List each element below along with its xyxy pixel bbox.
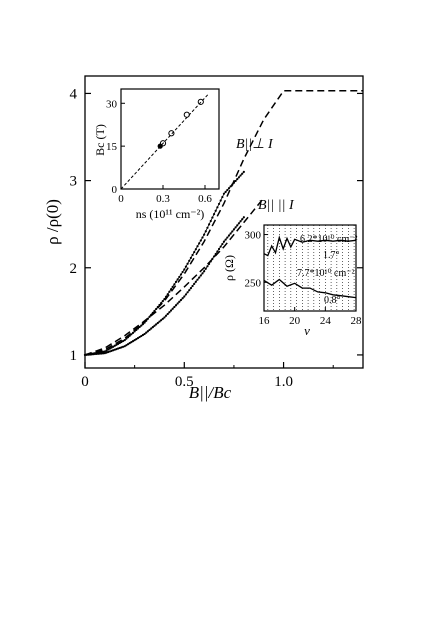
- x-tick-label: 1.0: [274, 374, 293, 390]
- inset-rho-y-label: ρ (Ω): [222, 255, 236, 281]
- lower-angle-label: 0.8°: [324, 295, 341, 306]
- x-tick-label: 20: [289, 315, 301, 327]
- series-line: [263, 235, 357, 257]
- data-point-open: [168, 130, 175, 137]
- lower-density-label: 7.7*10¹⁰ cm⁻²: [297, 268, 355, 279]
- series-line: [84, 90, 363, 356]
- y-tick-label: 15: [106, 141, 118, 153]
- y-tick-label: 250: [245, 277, 262, 289]
- fit-line: [120, 94, 209, 190]
- y-tick-label: 30: [106, 98, 118, 110]
- upper-angle-label: 1.7°: [323, 250, 340, 261]
- x-tick-label: 0: [81, 374, 89, 390]
- x-tick-label: 16: [259, 315, 271, 327]
- inset-bc-frame: [120, 88, 220, 190]
- x-tick-label: 28: [351, 315, 363, 327]
- x-tick-label: 0.6: [198, 193, 212, 205]
- perp-label: B||⊥ I: [236, 137, 274, 152]
- x-tick-label: 0.3: [156, 193, 170, 205]
- series-line: [84, 216, 245, 356]
- main-series: [83, 90, 363, 357]
- series-line: [84, 197, 265, 356]
- x-tick-label: 0: [118, 193, 124, 205]
- data-point-open: [183, 111, 190, 118]
- x-tick-label: 24: [320, 315, 332, 327]
- inset-rho-x-label: ν: [304, 323, 310, 338]
- main-y-axis-label: ρ /ρ(0): [43, 199, 62, 245]
- inset-bc-y-label: Bc (T): [93, 124, 107, 156]
- inset-rho-content: 16 20 24 28 250 300: [245, 225, 363, 327]
- series-line: [84, 171, 245, 356]
- y-tick-label: 300: [245, 230, 262, 242]
- y-tick-label: 4: [70, 86, 78, 102]
- y-tick-label: 1: [70, 348, 78, 364]
- y-tick-label: 0: [112, 184, 118, 196]
- main-x-axis-label: B||/Bc: [189, 383, 232, 402]
- y-tick-label: 2: [70, 261, 78, 277]
- series-line: [263, 278, 357, 299]
- upper-density-label: 6.2*10¹⁰ cm⁻²: [300, 234, 358, 245]
- y-tick-label: 3: [70, 174, 78, 190]
- inset-bc-content: 0 0.3 0.6 0 15 30: [106, 94, 212, 205]
- x-tick-label: 0.5: [175, 374, 194, 390]
- par-label: B|| || I: [258, 198, 295, 213]
- inset-bc-x-label: ns (10¹¹ cm⁻²): [136, 207, 204, 221]
- main-plot-frame: [84, 75, 364, 369]
